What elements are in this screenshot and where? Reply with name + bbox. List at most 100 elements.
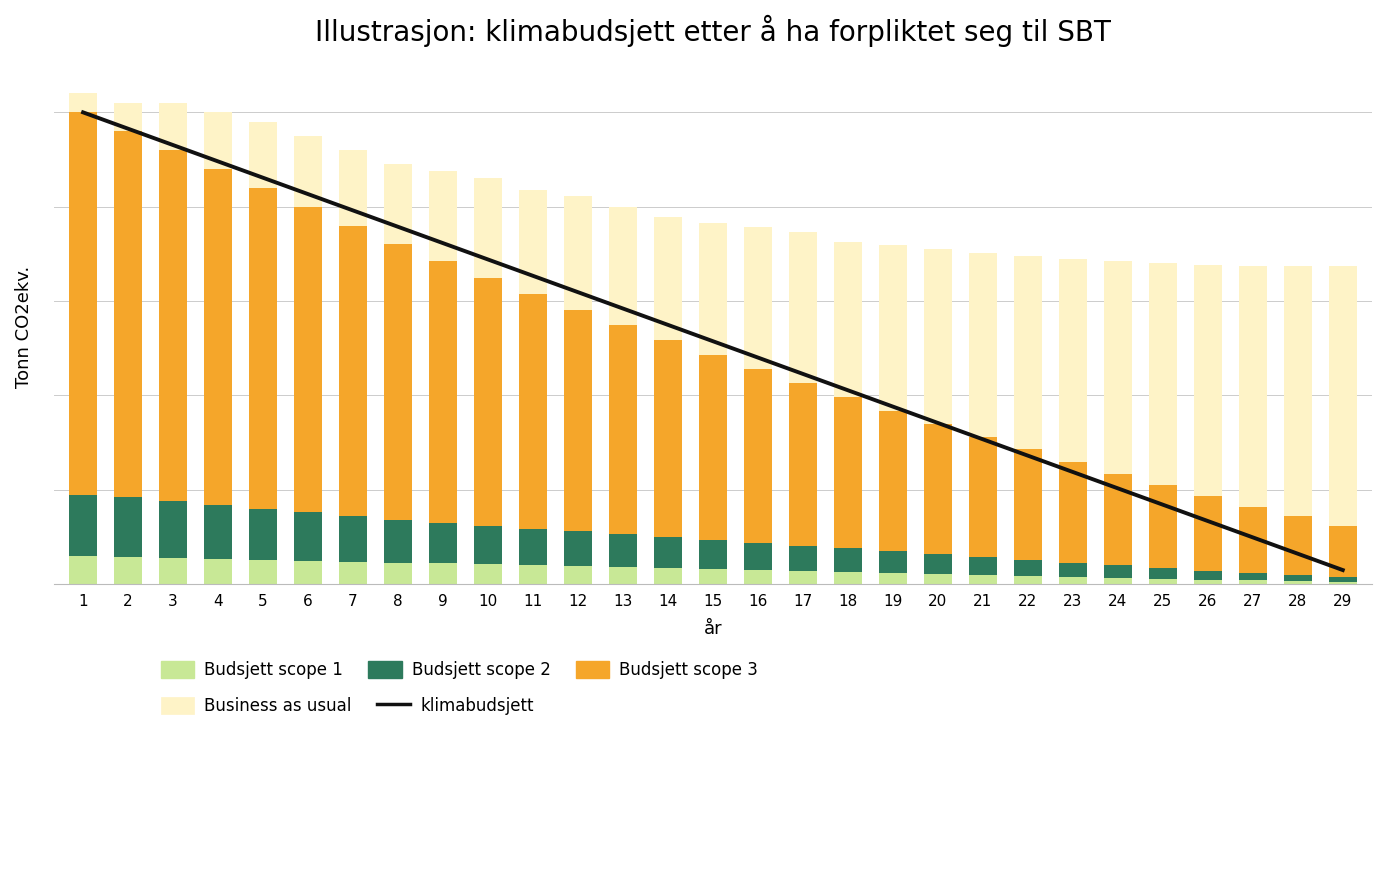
Bar xyxy=(114,132,141,497)
Bar xyxy=(1329,267,1356,526)
Bar xyxy=(429,171,456,260)
Bar xyxy=(160,557,187,584)
Bar xyxy=(474,564,502,584)
Bar xyxy=(384,165,412,245)
Bar xyxy=(1194,579,1222,584)
Bar xyxy=(879,551,907,573)
Bar xyxy=(519,529,546,565)
Bar xyxy=(294,512,322,561)
Bar xyxy=(1284,517,1312,575)
Bar xyxy=(1058,259,1087,462)
Bar xyxy=(1284,575,1312,581)
Bar xyxy=(743,369,771,543)
Bar xyxy=(160,150,187,501)
Bar xyxy=(565,566,592,584)
Bar xyxy=(743,227,771,369)
Bar xyxy=(1329,583,1356,584)
Bar xyxy=(338,150,368,226)
Bar xyxy=(1104,577,1132,584)
Bar xyxy=(565,531,592,566)
Bar xyxy=(924,574,951,584)
Bar xyxy=(655,217,682,340)
Bar xyxy=(1058,563,1087,577)
Bar xyxy=(519,565,546,584)
Bar xyxy=(879,573,907,584)
Bar xyxy=(204,505,232,558)
Bar xyxy=(609,325,637,534)
Bar xyxy=(699,223,727,354)
Bar xyxy=(1148,263,1176,485)
Bar xyxy=(789,383,817,545)
Bar xyxy=(1058,462,1087,563)
Bar xyxy=(429,564,456,584)
Bar xyxy=(743,570,771,584)
Bar xyxy=(204,558,232,584)
Bar xyxy=(160,501,187,557)
Bar xyxy=(1284,581,1312,584)
Bar xyxy=(699,354,727,540)
Bar xyxy=(1104,565,1132,577)
Bar xyxy=(204,169,232,505)
Bar xyxy=(160,103,187,150)
Bar xyxy=(1329,577,1356,583)
Bar xyxy=(204,112,232,169)
Bar xyxy=(338,562,368,584)
Bar xyxy=(834,549,861,572)
Bar xyxy=(69,495,97,556)
Bar xyxy=(250,122,277,188)
Bar xyxy=(789,571,817,584)
Bar xyxy=(789,233,817,383)
Bar xyxy=(294,561,322,584)
Bar xyxy=(338,226,368,517)
Bar xyxy=(655,537,682,568)
Bar xyxy=(699,569,727,584)
Bar xyxy=(69,93,97,112)
Bar xyxy=(609,567,637,584)
Bar xyxy=(1104,261,1132,474)
Bar xyxy=(565,196,592,309)
Bar xyxy=(1148,578,1176,584)
Bar xyxy=(114,497,141,557)
Bar xyxy=(1014,576,1042,584)
Bar xyxy=(250,509,277,560)
Bar xyxy=(519,294,546,529)
Bar xyxy=(970,437,997,557)
Bar xyxy=(1194,496,1222,571)
Bar xyxy=(834,397,861,549)
Bar xyxy=(384,563,412,584)
Bar xyxy=(1014,449,1042,560)
Bar xyxy=(294,206,322,512)
Bar xyxy=(1194,266,1222,496)
Bar xyxy=(655,568,682,584)
Bar xyxy=(1148,485,1176,568)
Bar xyxy=(879,410,907,551)
Bar xyxy=(114,103,141,132)
Bar xyxy=(474,278,502,526)
Bar xyxy=(1014,560,1042,576)
Bar xyxy=(970,557,997,575)
Bar xyxy=(1329,526,1356,577)
Bar xyxy=(1058,577,1087,584)
Bar xyxy=(384,245,412,520)
Bar xyxy=(970,253,997,437)
Bar xyxy=(1239,507,1266,573)
Bar xyxy=(294,136,322,206)
Bar xyxy=(474,179,502,278)
Bar xyxy=(429,523,456,564)
Bar xyxy=(609,534,637,567)
Bar xyxy=(1239,573,1266,580)
Bar xyxy=(970,575,997,584)
Y-axis label: Tonn CO2ekv.: Tonn CO2ekv. xyxy=(15,266,33,388)
Bar xyxy=(743,543,771,570)
Bar xyxy=(1239,580,1266,584)
Bar xyxy=(429,260,456,523)
Bar xyxy=(474,526,502,564)
Bar xyxy=(609,206,637,325)
Bar xyxy=(250,560,277,584)
Bar xyxy=(699,540,727,569)
Bar xyxy=(789,545,817,571)
Bar xyxy=(924,554,951,574)
Bar xyxy=(519,190,546,294)
X-axis label: år: år xyxy=(703,620,723,638)
Legend: Business as usual, klimabudsjett: Business as usual, klimabudsjett xyxy=(154,691,541,722)
